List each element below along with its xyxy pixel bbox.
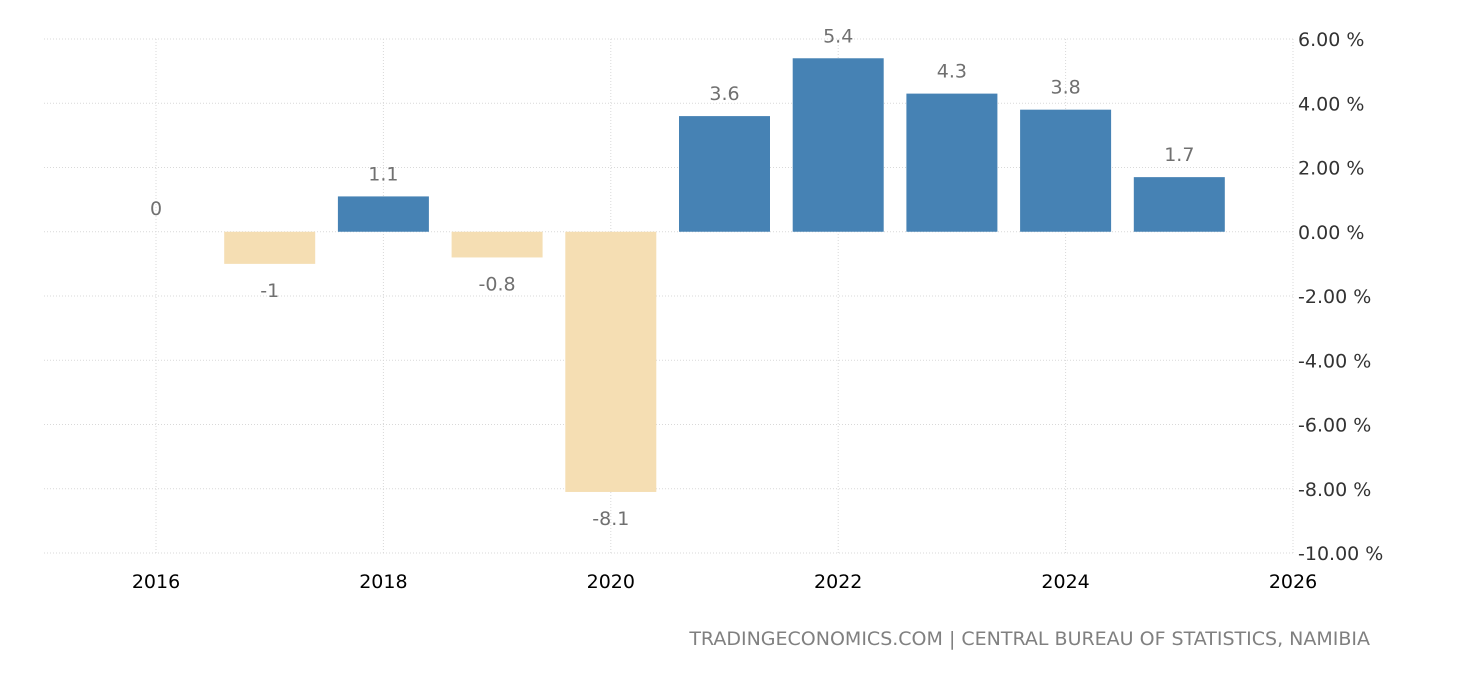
bar-2022 <box>792 58 884 232</box>
bar-2024 <box>1020 109 1112 232</box>
data-label-2017: -1 <box>260 280 279 302</box>
y-tick-label: -10.00 % <box>1298 543 1383 565</box>
data-label-2020: -8.1 <box>592 508 629 530</box>
y-axis-tick-labels: 6.00 % 4.00 % 2.00 % 0.00 % -2.00 % -4.00 % -6… <box>1298 29 1383 565</box>
x-tick-label: 2024 <box>1041 571 1089 593</box>
data-label-2016: 0 <box>150 198 162 220</box>
y-tick-label: 0.00 % <box>1298 222 1364 244</box>
y-tick-label: -8.00 % <box>1298 479 1371 501</box>
grid <box>44 38 1294 554</box>
bar-2019 <box>451 231 543 258</box>
data-label-2025: 1.7 <box>1164 144 1194 166</box>
bar-chart: 0 -1 1.1 -0.8 -8.1 3.6 5.4 4.3 3.8 1.7 6.00 % 4.00… <box>44 25 1383 593</box>
y-tick-label: -6.00 % <box>1298 415 1371 437</box>
data-label-2023: 4.3 <box>937 61 967 83</box>
x-tick-label: 2018 <box>359 571 407 593</box>
bar-2020 <box>565 231 657 492</box>
x-tick-label: 2026 <box>1269 571 1317 593</box>
x-tick-label: 2020 <box>587 571 635 593</box>
bars <box>224 58 1225 492</box>
bar-2017 <box>224 231 316 264</box>
bar-2021 <box>679 116 770 232</box>
y-tick-label: 4.00 % <box>1298 93 1364 115</box>
x-tick-label: 2016 <box>132 571 180 593</box>
data-labels: 0 -1 1.1 -0.8 -8.1 3.6 5.4 4.3 3.8 1.7 <box>150 25 1194 530</box>
bar-2023 <box>906 93 998 232</box>
data-label-2024: 3.8 <box>1050 77 1080 99</box>
x-tick-label: 2022 <box>814 571 862 593</box>
y-tick-label: -4.00 % <box>1298 350 1371 372</box>
data-label-2018: 1.1 <box>368 163 398 185</box>
source-attribution: TRADINGECONOMICS.COM | CENTRAL BUREAU OF… <box>689 628 1370 650</box>
bar-2018 <box>337 196 429 232</box>
data-label-2021: 3.6 <box>709 83 739 105</box>
data-label-2019: -0.8 <box>479 273 516 295</box>
x-axis-tick-labels: 2016 2018 2020 2022 2024 2026 <box>132 571 1317 593</box>
bar-2025 <box>1133 177 1225 232</box>
y-tick-label: 6.00 % <box>1298 29 1364 51</box>
y-tick-label: 2.00 % <box>1298 158 1364 180</box>
data-label-2022: 5.4 <box>823 25 853 47</box>
y-tick-label: -2.00 % <box>1298 286 1371 308</box>
